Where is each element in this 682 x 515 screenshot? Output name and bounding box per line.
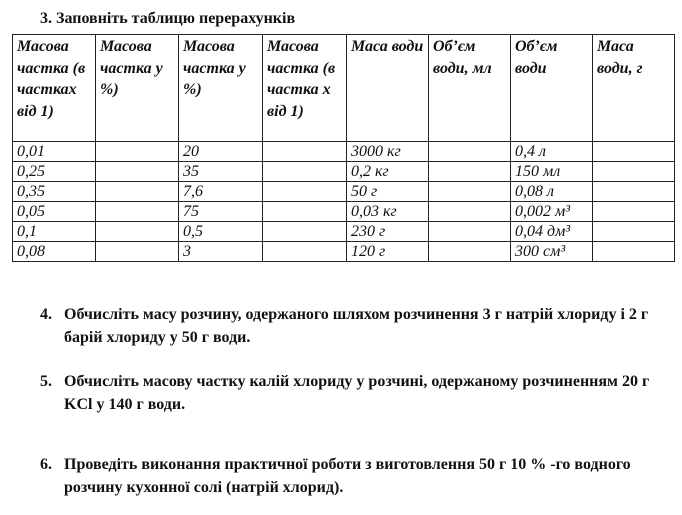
question-4: 4. Обчисліть масу розчину, одержаного шля… — [40, 306, 649, 346]
column-header: Об’єм води, мл — [428, 34, 511, 142]
table-cell: 0,03 кг — [346, 201, 429, 222]
table-cell: 0,25 — [12, 161, 96, 182]
task-title: 3. Заповніть таблицю перерахунків — [40, 10, 296, 27]
table-cell: 0,2 кг — [346, 161, 429, 182]
table-cell — [428, 161, 511, 182]
table-cell — [262, 161, 347, 182]
table-cell: 7,6 — [178, 181, 263, 202]
column-header: Об’єм води — [510, 34, 593, 142]
table-row: 0,05 75 0,03 кг 0,002 м³ — [12, 201, 675, 222]
table-row: 0,08 3 120 г 300 см³ — [12, 241, 675, 262]
table-cell — [262, 241, 347, 262]
table-cell — [95, 201, 179, 222]
table-cell — [592, 181, 675, 202]
table-cell — [262, 201, 347, 222]
table-cell: 0,4 л — [510, 141, 593, 162]
table-cell: 0,35 — [12, 181, 96, 202]
table-cell — [592, 161, 675, 182]
column-header: Масова частка у %) — [95, 34, 179, 142]
table-cell — [95, 161, 179, 182]
table-cell — [95, 141, 179, 162]
table-cell: 300 см³ — [510, 241, 593, 262]
question-5: 5. Обчисліть масову частку калій хлориду … — [40, 373, 650, 413]
table-cell — [95, 181, 179, 202]
table-cell — [95, 221, 179, 242]
table-cell: 0,01 — [12, 141, 96, 162]
table-cell: 0,05 — [12, 201, 96, 222]
table-cell — [592, 141, 675, 162]
column-header: Масова частка у %) — [178, 34, 263, 142]
table-cell — [262, 221, 347, 242]
column-header: Маса води — [346, 34, 429, 142]
table-row: 0,25 35 0,2 кг 150 мл — [12, 161, 675, 182]
table-cell — [592, 241, 675, 262]
table-cell — [428, 201, 511, 222]
table-cell — [592, 221, 675, 242]
table-row: 0,01 20 3000 кг 0,4 л — [12, 141, 675, 162]
table-cell: 0,5 — [178, 221, 263, 242]
table-cell — [428, 221, 511, 242]
table-row: 0,35 7,6 50 г 0,08 л — [12, 181, 675, 202]
table-cell: 0,1 — [12, 221, 96, 242]
table-row: 0,1 0,5 230 г 0,04 дм³ — [12, 221, 675, 242]
table-cell — [95, 241, 179, 262]
conversion-table: Масова частка (в частках від 1) Масова ча… — [12, 34, 675, 262]
table-cell: 0,08 л — [510, 181, 593, 202]
table-cell: 3000 кг — [346, 141, 429, 162]
question-6: 6. Проведіть виконання практичної роботи … — [40, 456, 631, 496]
table-cell — [262, 181, 347, 202]
table-cell — [428, 181, 511, 202]
table-cell: 230 г — [346, 221, 429, 242]
table-cell: 0,08 — [12, 241, 96, 262]
table-cell: 50 г — [346, 181, 429, 202]
table-cell: 35 — [178, 161, 263, 182]
table-cell: 3 — [178, 241, 263, 262]
table-cell — [428, 141, 511, 162]
table-cell — [592, 201, 675, 222]
table-cell: 75 — [178, 201, 263, 222]
table-cell: 0,002 м³ — [510, 201, 593, 222]
column-header: Масова частка (в частка х від 1) — [262, 34, 347, 142]
table-cell: 120 г — [346, 241, 429, 262]
column-header: Маса води, г — [592, 34, 675, 142]
table-cell: 20 — [178, 141, 263, 162]
table-cell: 0,04 дм³ — [510, 221, 593, 242]
table-cell: 150 мл — [510, 161, 593, 182]
table-cell — [428, 241, 511, 262]
column-header: Масова частка (в частках від 1) — [12, 34, 96, 142]
table-cell — [262, 141, 347, 162]
